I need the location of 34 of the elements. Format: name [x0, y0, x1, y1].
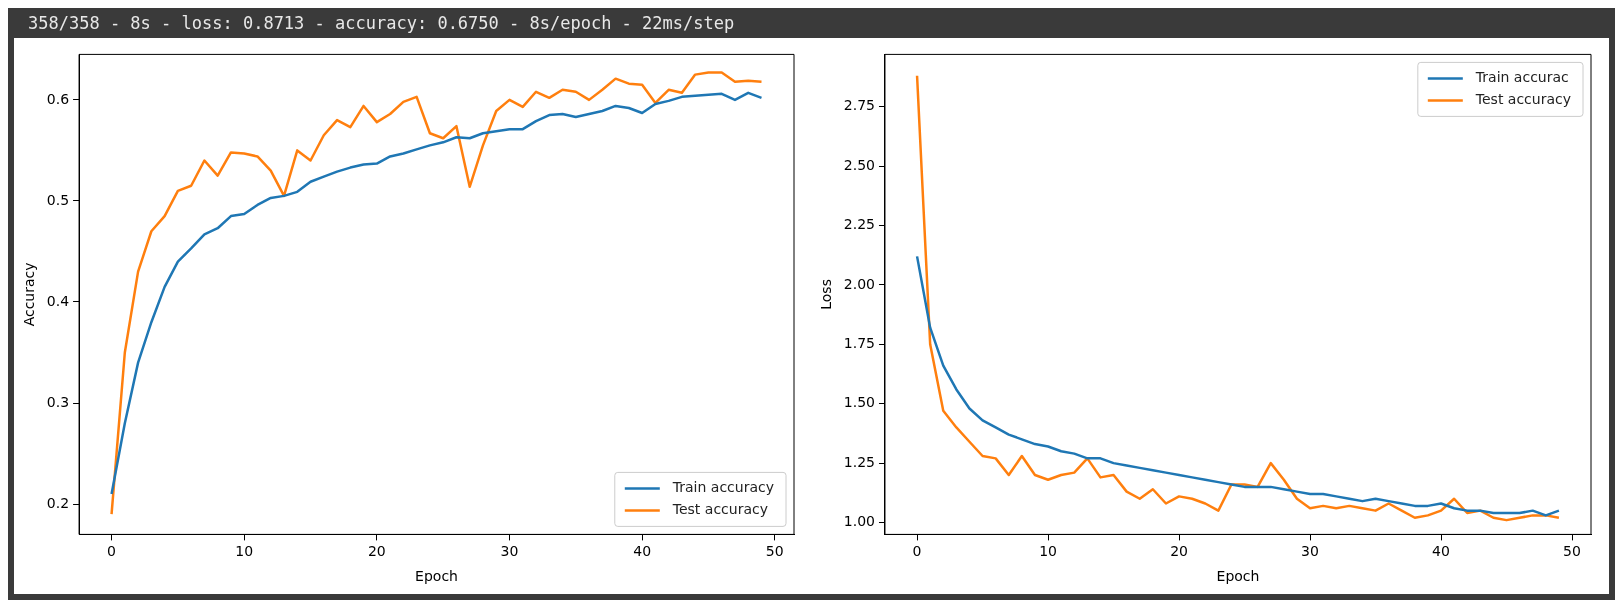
x-tick-label: 50 [765, 543, 784, 560]
y-tick-label: 1.00 [843, 513, 875, 530]
x-tick-label: 0 [107, 543, 117, 560]
x-tick-label: 20 [367, 543, 386, 560]
y-axis-title: Loss [818, 279, 835, 310]
y-tick-label: 0.4 [46, 292, 70, 309]
y-tick-label: 2.50 [843, 156, 875, 173]
x-tick-label: 20 [1170, 543, 1188, 560]
x-tick-label: 30 [1301, 543, 1319, 560]
y-tick-label: 0.5 [46, 191, 70, 208]
legend-label: Test accuracy [1474, 91, 1571, 108]
y-tick-label: 0.6 [46, 90, 70, 107]
x-tick-label: 10 [235, 543, 254, 560]
x-tick-label: 40 [1432, 543, 1450, 560]
y-tick-label: 0.3 [46, 393, 70, 410]
x-tick-label: 10 [1039, 543, 1057, 560]
y-tick-label: 2.75 [843, 97, 875, 114]
x-tick-label: 0 [912, 543, 922, 560]
y-axis-title: Accuracy [21, 262, 38, 327]
y-tick-label: 2.25 [843, 216, 875, 233]
text: 358/358 - 8s - loss: 0.8713 - accuracy: 0.6750 - 8s/epoch - 22ms/step [28, 13, 735, 33]
y-tick-label: 1.50 [843, 394, 875, 411]
x-axis-title: Epoch [1216, 568, 1260, 585]
y-tick-label: 1.25 [843, 453, 875, 470]
x-tick-label: 40 [633, 543, 652, 560]
legend-label: Train accurac [1474, 69, 1569, 86]
y-tick-label: 1.75 [843, 334, 875, 351]
x-tick-label: 50 [1563, 543, 1581, 560]
y-tick-label: 0.2 [46, 494, 70, 511]
legend-label: Train accuracy [671, 479, 775, 496]
y-tick-label: 2.00 [843, 275, 875, 292]
x-tick-label: 30 [500, 543, 519, 560]
x-axis-title: Epoch [415, 568, 458, 585]
legend-label: Test accuracy [671, 501, 768, 518]
